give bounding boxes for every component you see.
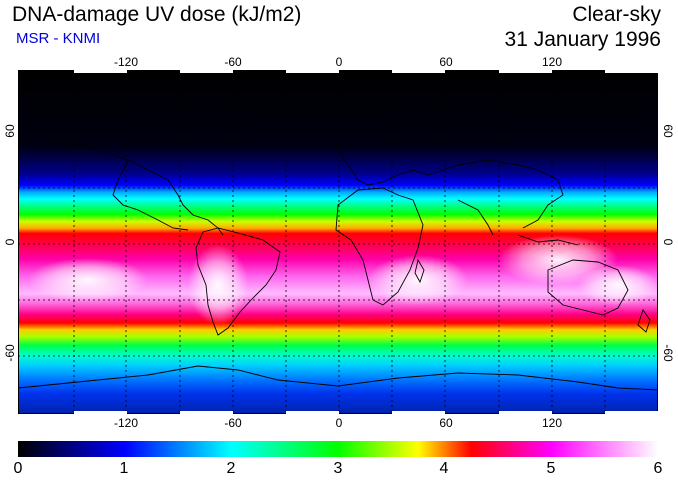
lat-label-left: 0 [3,238,17,246]
colorbar [18,441,658,457]
lat-label-left: -60 [3,344,17,362]
frame-ticks [74,70,658,414]
lon-label-bottom: 0 [335,416,343,430]
lon-label-bottom: -120 [113,416,139,430]
source-label: MSR - KNMI [16,30,101,47]
lat-label-left: 60 [3,124,17,138]
coastlines [18,139,658,391]
lon-label-bottom: -60 [224,416,242,430]
lon-label-top: 0 [335,55,343,69]
colorbar-label: 1 [119,460,129,477]
date-label: 31 January 1996 [504,28,661,51]
lon-label-bottom: 120 [541,416,563,430]
lon-label-top: 120 [541,55,563,69]
colorbar-label: 0 [13,460,23,477]
colorbar-label: 5 [546,460,556,477]
lat-lon-grid [18,70,658,414]
colorbar-label: 2 [226,460,236,477]
colorbar-label: 6 [653,460,663,477]
uv-dose-map [18,70,658,414]
lon-label-top: -60 [224,55,242,69]
colorbar-label: 4 [439,460,449,477]
lon-label-top: 60 [439,55,453,69]
colorbar-gradient [18,441,658,457]
sky-condition-label: Clear-sky [572,3,661,26]
map-title: DNA-damage UV dose (kJ/m2) [12,3,302,26]
lat-label-right: -60 [661,344,675,362]
lat-label-right: 60 [661,124,675,138]
lon-label-bottom: 60 [439,416,453,430]
colorbar-label: 3 [333,460,343,477]
lon-label-top: -120 [113,55,139,69]
lat-label-right: 0 [661,238,675,246]
